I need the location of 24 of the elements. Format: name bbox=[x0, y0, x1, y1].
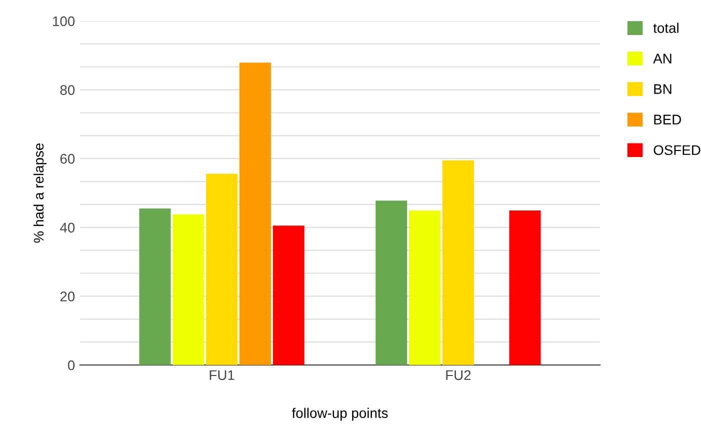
y-tick-label: 60 bbox=[60, 154, 75, 164]
bar bbox=[509, 210, 541, 365]
bar bbox=[239, 62, 271, 365]
legend-label: BED bbox=[654, 114, 681, 124]
y-tick-label: 20 bbox=[60, 292, 75, 302]
bar bbox=[272, 226, 304, 365]
bar bbox=[172, 214, 204, 365]
x-tick-label: FU2 bbox=[446, 370, 471, 380]
y-axis-title: % had a relapse bbox=[33, 143, 46, 243]
bar bbox=[376, 200, 408, 365]
x-axis-title: follow-up points bbox=[292, 408, 388, 421]
y-tick-label: 100 bbox=[53, 16, 75, 26]
legend-label: total bbox=[653, 22, 678, 33]
y-tick-label: 80 bbox=[60, 85, 75, 95]
legend-label: BN bbox=[654, 84, 672, 94]
x-tick-label: FU1 bbox=[210, 370, 234, 380]
y-tick-label: 40 bbox=[60, 222, 75, 233]
bar bbox=[206, 174, 238, 365]
bar bbox=[139, 208, 171, 365]
y-tick-label: 0 bbox=[68, 360, 75, 370]
legend-label: OSFED bbox=[654, 145, 700, 156]
bar bbox=[442, 160, 474, 365]
legend-label: AN bbox=[653, 54, 672, 64]
bar bbox=[409, 210, 441, 365]
